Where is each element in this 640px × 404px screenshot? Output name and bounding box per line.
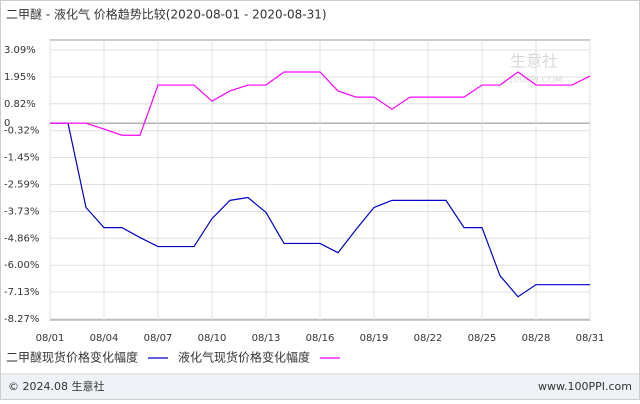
footer-bar — [1, 375, 639, 399]
footer-right: www.100PPI.com — [538, 380, 632, 393]
x-tick-label: 08/25 — [468, 333, 497, 344]
y-tick-label: -4.86% — [4, 233, 39, 244]
x-tick-label: 08/16 — [306, 333, 335, 344]
y-tick-label: -6.00% — [4, 260, 39, 271]
chart-title: 二甲醚 - 液化气 价格趋势比较(2020-08-01 - 2020-08-31… — [6, 7, 327, 22]
y-tick-label: 1.95% — [4, 72, 36, 83]
y-tick-label: 0 — [4, 118, 10, 129]
legend-label: 二甲醚现货价格变化幅度 — [6, 350, 138, 365]
y-tick-label: -3.73% — [4, 206, 39, 217]
x-tick-label: 08/13 — [252, 333, 281, 344]
series-line — [50, 71, 591, 136]
x-tick-label: 08/31 — [576, 333, 605, 344]
y-tick-label: -2.59% — [4, 180, 39, 191]
footer-left: © 2024.08 生意社 — [8, 379, 104, 393]
x-tick-label: 08/01 — [36, 333, 65, 344]
x-tick-label: 08/07 — [144, 333, 173, 344]
legend-label: 液化气现货价格变化幅度 — [178, 350, 310, 365]
y-tick-label: -8.27% — [4, 314, 39, 325]
x-tick-label: 08/22 — [414, 333, 443, 344]
y-tick-label: -0.32% — [4, 126, 39, 137]
x-tick-label: 08/04 — [90, 333, 119, 344]
watermark: 生意社 — [510, 52, 558, 71]
y-tick-label: -1.45% — [4, 153, 39, 164]
watermark: 100PPI.COM — [508, 76, 563, 86]
y-tick-label: 3.09% — [4, 45, 36, 56]
x-tick-label: 08/19 — [360, 333, 389, 344]
x-tick-label: 08/10 — [198, 333, 227, 344]
y-tick-label: -7.13% — [4, 287, 39, 298]
series-line — [50, 122, 590, 298]
x-tick-label: 08/28 — [522, 333, 551, 344]
y-tick-label: 0.82% — [4, 99, 36, 110]
